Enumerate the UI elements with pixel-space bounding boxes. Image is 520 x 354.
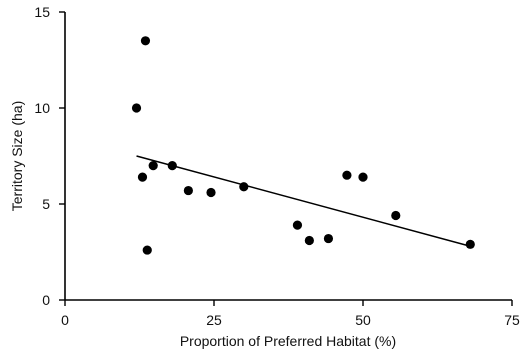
data-point bbox=[142, 245, 152, 255]
y-tick-label: 5 bbox=[42, 196, 50, 212]
trendline-group bbox=[136, 155, 471, 247]
axes bbox=[64, 12, 512, 301]
x-tick-label: 50 bbox=[355, 312, 371, 328]
data-point bbox=[183, 185, 193, 196]
data-point bbox=[465, 239, 475, 249]
trend-line bbox=[136, 155, 471, 247]
data-point bbox=[304, 235, 314, 246]
data-point bbox=[358, 172, 368, 182]
data-point bbox=[131, 103, 142, 113]
x-tick-label: 0 bbox=[61, 312, 69, 328]
x-axis-title: Proportion of Preferred Habitat (%) bbox=[180, 333, 396, 349]
data-point bbox=[292, 220, 303, 230]
x-tick-label: 25 bbox=[206, 312, 222, 328]
y-tick-label: 0 bbox=[42, 292, 50, 308]
data-point bbox=[167, 161, 177, 171]
y-tick-label: 15 bbox=[34, 4, 50, 20]
y-tick-label: 10 bbox=[34, 100, 50, 116]
points-group bbox=[131, 36, 475, 255]
data-point bbox=[342, 170, 352, 180]
y-axis-title: Territory Size (ha) bbox=[9, 101, 25, 211]
data-point bbox=[137, 172, 148, 182]
data-point bbox=[391, 210, 401, 221]
data-point bbox=[148, 161, 158, 171]
x-tick-label: 75 bbox=[504, 312, 520, 328]
ticks: 0 25 50 75 0 5 10 15 bbox=[34, 4, 520, 328]
data-point bbox=[239, 182, 249, 192]
data-point bbox=[323, 233, 334, 244]
data-point bbox=[206, 187, 216, 198]
data-point bbox=[140, 36, 151, 46]
